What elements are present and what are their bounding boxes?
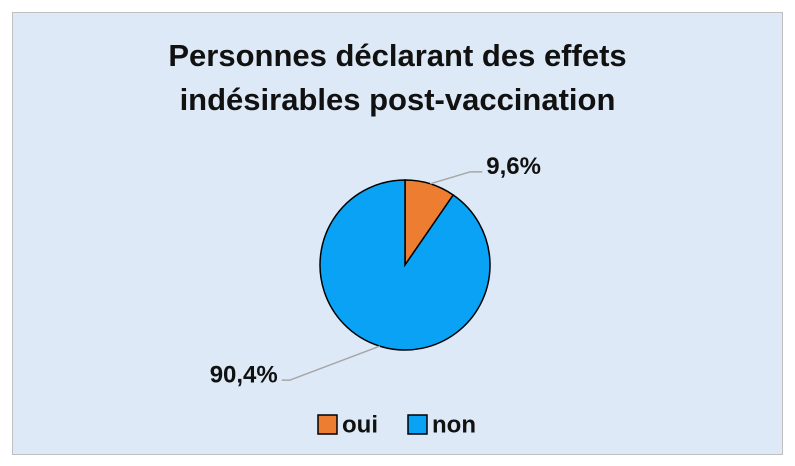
pie-slice	[319, 179, 491, 351]
legend-label: non	[432, 411, 476, 438]
chart-title: Personnes déclarant des effets indésirab…	[168, 38, 627, 117]
legend-swatch	[407, 414, 428, 435]
legend-label: oui	[342, 411, 378, 438]
data-label: 9,6%	[486, 153, 541, 180]
legend-swatch	[317, 414, 338, 435]
leader-line	[430, 171, 483, 185]
leader-line	[281, 345, 381, 381]
data-label: 90,4%	[210, 362, 278, 389]
